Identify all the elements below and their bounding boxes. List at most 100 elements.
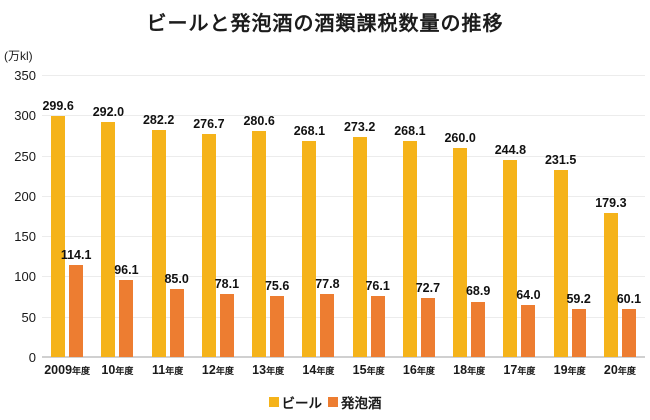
gridline-200 xyxy=(42,195,645,197)
x-axis-category-label: 2009年度 xyxy=(44,361,90,379)
x-axis-year-text: 16 xyxy=(402,363,417,377)
y-axis-tick-label-50: 50 xyxy=(21,309,36,325)
happoshu-legend-swatch-icon xyxy=(328,397,338,407)
gridline-350 xyxy=(42,75,645,76)
beer-bar xyxy=(453,147,468,357)
beer-bar xyxy=(352,136,367,357)
beer-value-label: 280.6 xyxy=(243,113,275,128)
x-axis-year-suffix-text: 年度 xyxy=(72,366,91,376)
beer-value-label: 276.7 xyxy=(193,117,225,132)
x-axis-year-suffix-text: 年度 xyxy=(467,366,486,376)
happoshu-value-label: 85.0 xyxy=(164,271,189,286)
happoshu-value-label: 114.1 xyxy=(60,248,92,263)
x-axis-category-label: 18年度 xyxy=(453,361,485,379)
beer-value-label: 231.5 xyxy=(544,153,577,168)
beer-bar xyxy=(553,170,568,357)
x-axis-category-label: 19年度 xyxy=(554,361,586,379)
x-axis-year-text: 13 xyxy=(252,363,267,377)
x-axis-category-label: 13年度 xyxy=(252,361,284,379)
x-axis-year-suffix-text: 年度 xyxy=(366,366,385,376)
x-axis-year-text: 20 xyxy=(603,363,618,377)
happoshu-value-label: 76.1 xyxy=(365,278,390,293)
beer-value-label: 292.0 xyxy=(92,104,125,119)
happoshu-value-label: 96.1 xyxy=(114,262,139,277)
y-axis-unit-label: (万kl) xyxy=(4,49,33,63)
happoshu-value-label: 72.7 xyxy=(415,281,441,296)
gridline-50 xyxy=(42,316,645,318)
x-axis-category-label: 10年度 xyxy=(101,361,133,379)
x-axis-year-text: 18 xyxy=(453,363,468,377)
happoshu-value-label: 60.1 xyxy=(616,291,642,306)
beer-bar xyxy=(603,212,618,357)
happoshu-bar xyxy=(571,309,586,357)
x-axis-year-suffix-text: 年度 xyxy=(115,366,134,376)
x-axis-year-suffix-text: 年度 xyxy=(215,366,234,376)
happoshu-bar xyxy=(370,295,385,357)
x-axis-year-text: 15 xyxy=(352,363,367,377)
happoshu-value-label: 68.9 xyxy=(465,284,491,299)
happoshu-bar xyxy=(119,279,134,357)
beer-bar xyxy=(151,129,166,357)
x-axis-year-suffix-text: 年度 xyxy=(165,366,184,376)
x-axis-category-label: 16年度 xyxy=(403,361,435,379)
beer-value-label: 179.3 xyxy=(595,195,627,210)
gridline-300 xyxy=(42,115,645,117)
beer-value-label: 282.2 xyxy=(142,112,175,127)
happoshu-value-label: 77.8 xyxy=(315,277,340,292)
happoshu-bar xyxy=(270,296,285,357)
legend-item-happoshu: 発泡酒 xyxy=(328,392,382,412)
happoshu-bar xyxy=(521,305,536,357)
beer-value-label: 260.0 xyxy=(444,130,476,145)
beer-bar xyxy=(302,141,317,357)
happoshu-value-label: 59.2 xyxy=(566,292,591,307)
beer-bar xyxy=(252,130,267,357)
x-axis-year-suffix-text: 年度 xyxy=(416,366,435,376)
x-axis-category-label: 11年度 xyxy=(152,361,183,379)
happoshu-value-label: 75.6 xyxy=(264,279,290,294)
gridline-0 xyxy=(42,356,645,358)
x-axis-category-label: 17年度 xyxy=(503,361,535,379)
chart-title: ビールと発泡酒の酒類課税数量の推移 xyxy=(146,13,504,35)
happoshu-bar xyxy=(219,294,234,357)
beer-bar xyxy=(51,115,66,357)
y-axis-tick-label-300: 300 xyxy=(14,108,36,124)
legend: ビール 発泡酒 xyxy=(0,392,650,412)
happoshu-bar xyxy=(420,298,435,357)
x-axis-year-text: 11 xyxy=(152,363,166,377)
x-axis-category-label: 12年度 xyxy=(202,361,234,379)
x-axis-year-text: 14 xyxy=(302,363,317,377)
beer-bar xyxy=(503,159,518,357)
x-axis-year-suffix-text: 年度 xyxy=(517,366,536,376)
y-axis-tick-label-100: 100 xyxy=(14,269,36,285)
beer-bar xyxy=(201,134,216,357)
legend-item-beer: ビール xyxy=(268,392,322,412)
x-axis-year-text: 10 xyxy=(101,363,116,377)
happoshu-legend-label: 発泡酒 xyxy=(341,396,382,411)
plot-area: 299.6 114.1 292.0 96.1 282.2 85.0 276.7 78.1 280… xyxy=(42,75,645,358)
y-axis-tick-label-150: 150 xyxy=(14,229,36,245)
y-axis-tick-label-350: 350 xyxy=(14,68,36,83)
y-axis-tick-label-250: 250 xyxy=(14,148,36,164)
x-axis-year-text: 17 xyxy=(503,363,518,377)
x-axis-year-suffix-text: 年度 xyxy=(567,366,586,376)
happoshu-bar xyxy=(169,288,184,357)
x-axis-year-text: 19 xyxy=(553,363,568,377)
beer-value-label: 268.1 xyxy=(293,123,326,138)
gridline-100 xyxy=(42,276,645,278)
happoshu-bar xyxy=(621,308,636,357)
x-axis-category-label: 15年度 xyxy=(353,361,385,379)
x-axis-year-suffix-text: 年度 xyxy=(266,366,285,376)
gridline-250 xyxy=(42,155,645,157)
gridline-150 xyxy=(42,236,645,238)
x-axis-year-text: 12 xyxy=(201,363,216,377)
beer-value-label: 268.1 xyxy=(394,123,426,138)
happoshu-bar xyxy=(320,294,335,357)
beer-value-label: 299.6 xyxy=(42,98,74,113)
happoshu-bar xyxy=(69,265,84,357)
happoshu-value-label: 78.1 xyxy=(214,277,240,292)
happoshu-bar xyxy=(471,301,486,357)
y-axis-tick-label-0: 0 xyxy=(28,350,36,365)
happoshu-value-label: 64.0 xyxy=(516,288,541,303)
beer-bar xyxy=(101,121,116,357)
